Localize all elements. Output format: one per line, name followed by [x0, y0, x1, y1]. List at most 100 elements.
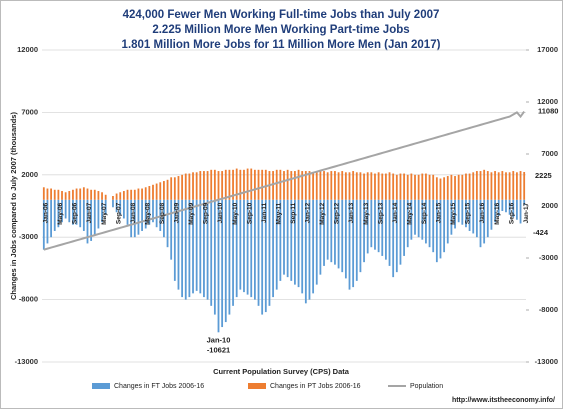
bar [206, 171, 209, 200]
bar [446, 199, 449, 244]
x-tick-label: Jan-07 [86, 202, 93, 223]
x-axis-title: Current Population Survey (CPS) Data [213, 367, 350, 376]
bar [472, 199, 475, 234]
bar [203, 199, 205, 298]
x-tick-label: Jan-06 [43, 202, 50, 223]
bar [323, 199, 325, 266]
data-label: Jan-10 [207, 335, 231, 344]
bar [505, 172, 507, 200]
data-label: 11080 [538, 107, 558, 116]
bar [268, 199, 271, 306]
x-tick-label: May-16 [494, 202, 501, 224]
x-tick-label: Sep-10 [246, 202, 253, 224]
bar [112, 196, 114, 200]
bar [272, 199, 274, 298]
bar [297, 169, 300, 200]
y2-tick-label: 2000 [541, 201, 558, 210]
bar [337, 172, 340, 200]
x-tick-label: Sep-13 [377, 202, 384, 224]
legend-swatch [92, 383, 110, 389]
population-line [43, 110, 525, 251]
bar [512, 171, 515, 200]
bar [446, 176, 449, 200]
bar [46, 188, 49, 200]
x-tick-label: May-11 [275, 202, 282, 224]
bar [286, 169, 289, 200]
bar [126, 189, 129, 200]
bar [275, 199, 278, 290]
bar [486, 199, 489, 238]
bar [90, 199, 93, 241]
bar [42, 199, 45, 250]
bar [253, 169, 256, 200]
bar [304, 199, 307, 304]
bar [246, 199, 249, 295]
bar [301, 171, 304, 200]
bar [425, 199, 427, 244]
x-tick-label: Sep-09 [203, 202, 210, 224]
bar [221, 199, 224, 328]
bar [115, 193, 118, 200]
bar [355, 172, 358, 200]
bar [217, 171, 220, 200]
x-tick-label: Sep-14 [421, 202, 428, 224]
x-tick-label: Jan-13 [348, 202, 355, 223]
bar [286, 199, 289, 278]
bar [486, 171, 489, 200]
bar [64, 192, 67, 200]
bar [516, 199, 518, 220]
bar [395, 199, 398, 273]
x-tick-label: May-07 [101, 202, 108, 224]
bar [344, 172, 347, 200]
bar [239, 169, 242, 200]
bar [294, 199, 296, 285]
bar [465, 173, 467, 200]
bar [450, 174, 453, 200]
bar [181, 199, 184, 298]
bar [275, 169, 278, 200]
bar [232, 169, 234, 200]
x-tick-label: Jan-14 [392, 202, 399, 223]
x-tick-label: May-10 [232, 202, 239, 224]
bar [232, 199, 234, 306]
bar [508, 199, 511, 215]
bar [170, 177, 173, 200]
bar [224, 169, 227, 200]
bar [90, 189, 93, 200]
bar [93, 199, 96, 235]
bar [130, 199, 133, 238]
bar [472, 172, 475, 200]
bar [155, 199, 158, 228]
bar [454, 199, 456, 229]
bar [177, 176, 180, 200]
y2-tick-label: -13000 [535, 357, 558, 366]
data-label: -10621 [207, 345, 230, 354]
bar [79, 199, 82, 228]
y2-tick-label: -8000 [539, 305, 558, 314]
bar [497, 199, 500, 216]
bar [395, 174, 398, 200]
bar [61, 191, 63, 200]
bar [410, 199, 413, 240]
x-tick-label: Sep-12 [334, 202, 341, 224]
bar [384, 173, 387, 200]
bar [374, 173, 376, 200]
bar [221, 171, 224, 200]
bar [119, 199, 122, 215]
bar [428, 174, 431, 200]
bar [243, 199, 245, 293]
bar [133, 199, 136, 238]
bar [61, 199, 63, 223]
bar [104, 199, 107, 215]
bar [439, 178, 442, 200]
bar [417, 199, 420, 238]
legend-label: Population [410, 383, 443, 390]
bar [523, 171, 526, 200]
bar [334, 171, 336, 200]
bar [50, 199, 52, 238]
bar [457, 174, 460, 200]
bar [75, 199, 78, 225]
bar [519, 171, 522, 200]
bar [381, 173, 384, 200]
bar [494, 171, 496, 200]
